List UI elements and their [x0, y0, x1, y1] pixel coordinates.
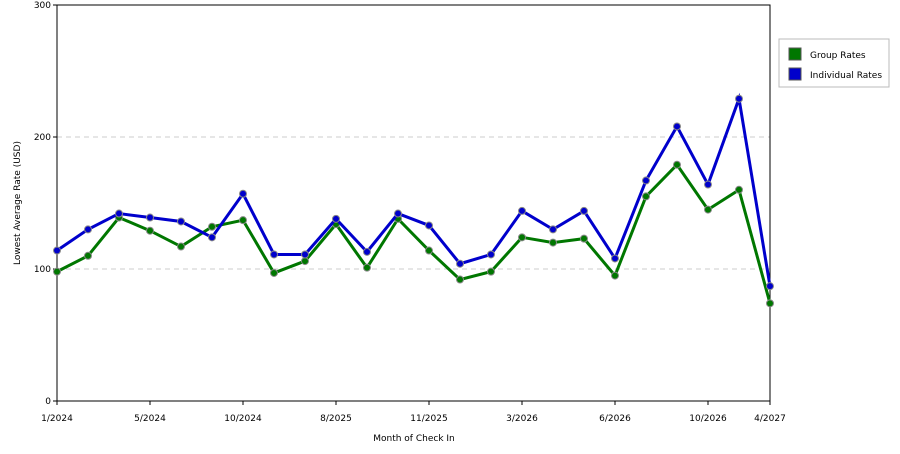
data-point [487, 267, 495, 276]
legend-label: Individual Rates [810, 71, 882, 81]
data-point [580, 234, 588, 243]
legend-label: Group Rates [810, 51, 866, 61]
data-point [146, 226, 154, 235]
data-point [642, 192, 650, 201]
data-point [363, 263, 371, 272]
data-point [549, 225, 557, 234]
data-point [580, 206, 588, 215]
data-point [487, 250, 495, 259]
x-tick-label: 4/2027 [754, 414, 786, 424]
data-point [115, 209, 123, 218]
data-point [301, 250, 309, 259]
data-point [239, 216, 247, 225]
data-point [456, 275, 464, 284]
data-point [84, 251, 92, 260]
data-point [270, 250, 278, 259]
data-point [332, 214, 340, 223]
x-tick-label: 5/2024 [134, 414, 166, 424]
y-tick-label: 100 [34, 265, 51, 275]
data-point [611, 254, 619, 263]
data-point [673, 122, 681, 131]
legend-swatch [788, 47, 802, 61]
data-point [518, 206, 526, 215]
data-point [208, 222, 216, 231]
data-point [704, 205, 712, 214]
data-point [642, 176, 650, 185]
x-tick-label: 11/2025 [410, 414, 447, 424]
x-axis-label: Month of Check In [373, 434, 455, 444]
y-axis-label: Lowest Average Rate (USD) [13, 141, 23, 265]
data-point [84, 225, 92, 234]
data-point [518, 233, 526, 242]
data-point [735, 185, 743, 194]
x-tick-label: 3/2026 [506, 414, 538, 424]
data-point [456, 259, 464, 268]
data-point [146, 213, 154, 222]
data-point [766, 299, 774, 308]
legend-swatch [788, 67, 802, 81]
data-point [673, 160, 681, 169]
x-tick-label: 10/2026 [689, 414, 727, 424]
x-tick-label: 8/2025 [320, 414, 352, 424]
data-point [239, 189, 247, 198]
data-point [394, 209, 402, 218]
data-point [208, 233, 216, 242]
series-line [56, 92, 772, 287]
data-point [425, 246, 433, 255]
x-tick-label: 6/2026 [599, 414, 631, 424]
data-point [704, 180, 712, 189]
data-point [611, 271, 619, 280]
y-tick-label: 200 [34, 133, 51, 143]
data-point [301, 257, 309, 266]
data-point [766, 282, 774, 291]
y-tick-label: 300 [34, 1, 51, 11]
data-point [53, 267, 61, 276]
y-tick-label: 0 [45, 397, 51, 407]
data-point [549, 238, 557, 247]
series-line [56, 162, 772, 304]
x-tick-label: 10/2024 [224, 414, 262, 424]
x-tick-label: 1/2024 [41, 414, 73, 424]
data-point [53, 246, 61, 255]
data-point [735, 94, 743, 103]
data-point [177, 217, 185, 226]
data-point [363, 247, 371, 256]
data-point [270, 268, 278, 277]
plot-frame [56, 4, 771, 402]
data-point [425, 221, 433, 230]
data-point [177, 242, 185, 251]
